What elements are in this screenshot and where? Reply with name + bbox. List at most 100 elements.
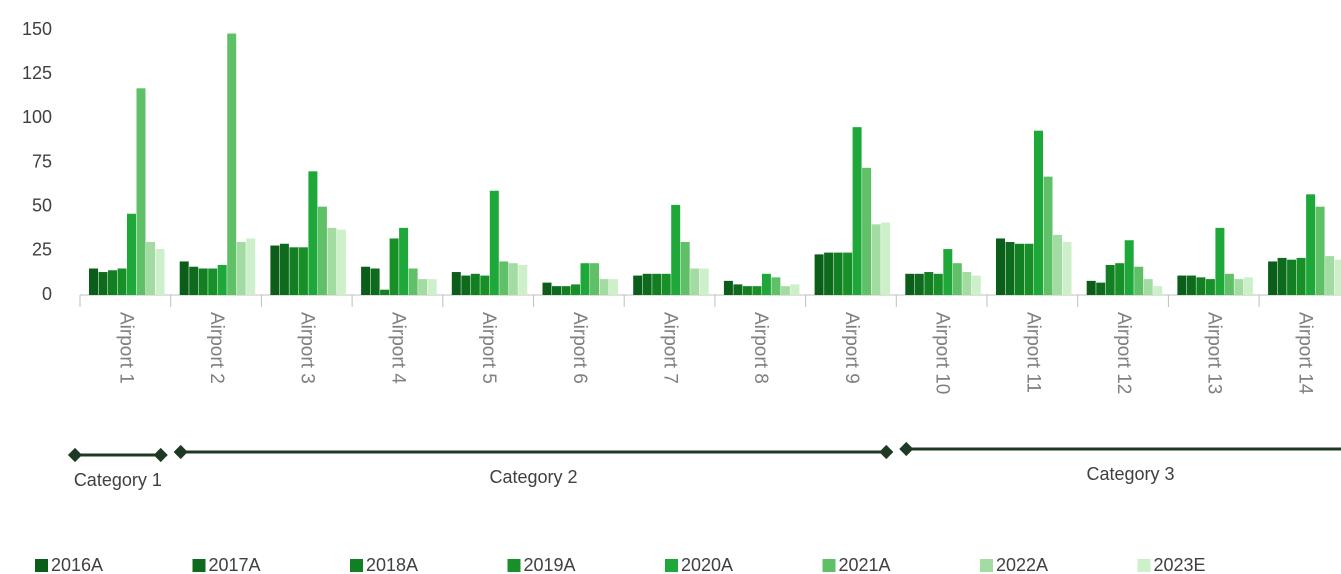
bar [580, 263, 590, 295]
bar [561, 286, 571, 295]
x-tick-label: Airport 4 [387, 312, 408, 384]
x-tick-label: Airport 14 [1294, 312, 1315, 395]
bar [461, 275, 471, 295]
bar [1153, 286, 1163, 295]
bar [227, 33, 237, 296]
bar [1005, 242, 1015, 295]
bar [279, 243, 289, 295]
bar [418, 279, 428, 295]
bar [552, 286, 561, 295]
bracket-end [173, 444, 188, 460]
bar [1334, 259, 1341, 295]
bar [1024, 243, 1034, 295]
bar [1043, 176, 1053, 295]
legend-swatch [192, 559, 206, 572]
bar [508, 263, 518, 295]
bar [790, 284, 800, 295]
bar [843, 252, 853, 295]
bar [127, 213, 136, 295]
x-tick-label: Airport 11 [1022, 312, 1043, 393]
bar [489, 190, 499, 295]
bar [1224, 273, 1234, 295]
category-label: Category 3 [1087, 464, 1175, 484]
bar [198, 268, 208, 295]
bar [1115, 263, 1125, 295]
bar [1105, 264, 1115, 295]
bar [590, 263, 599, 295]
bar [962, 272, 972, 295]
legend-swatch [980, 559, 993, 572]
bar [1277, 257, 1287, 295]
bar [208, 268, 218, 295]
bar [399, 227, 409, 295]
bar [1034, 130, 1043, 295]
bar [824, 252, 834, 295]
bar [1086, 280, 1096, 295]
bar [1315, 206, 1325, 295]
bar [924, 272, 934, 295]
bar [499, 261, 509, 295]
bar [327, 227, 337, 295]
y-tick-label: 125 [22, 63, 52, 83]
bar [642, 273, 652, 295]
legend-swatch [350, 559, 363, 572]
bar [518, 264, 528, 295]
bar [733, 284, 743, 295]
bar [246, 238, 256, 295]
legend-label: 2018A [366, 555, 418, 574]
bar [571, 284, 580, 295]
bar [289, 247, 299, 295]
bar [408, 268, 418, 295]
x-tick-label: Airport 9 [841, 312, 862, 384]
legend-label: 2022A [996, 555, 1048, 574]
bar [542, 282, 552, 295]
bar [1143, 279, 1153, 295]
bar [943, 249, 953, 295]
bar [661, 273, 671, 295]
bar [1325, 256, 1335, 295]
bar [336, 229, 346, 295]
bar [470, 273, 480, 295]
y-tick-label: 150 [22, 19, 52, 39]
bar [270, 245, 280, 295]
legend-label: 2021A [839, 555, 891, 574]
bar [361, 266, 371, 295]
legend-label: 2020A [681, 555, 733, 574]
bar [771, 277, 781, 295]
bar [742, 286, 752, 295]
bar [952, 263, 962, 295]
category-label: Category 1 [74, 470, 162, 490]
bar [1296, 257, 1306, 295]
bar [1268, 261, 1278, 295]
bar [89, 268, 98, 295]
bar [1124, 240, 1134, 295]
bar [1186, 275, 1196, 295]
bar [155, 249, 165, 295]
bar [317, 206, 327, 295]
bar [852, 127, 862, 296]
x-tick-label: Airport 8 [750, 312, 771, 384]
bar [1134, 266, 1144, 295]
bar [189, 266, 199, 295]
bar [236, 242, 246, 295]
bar [761, 273, 771, 295]
x-tick-label: Airport 3 [297, 312, 318, 384]
bar [1177, 275, 1187, 295]
category-label: Category 2 [489, 467, 577, 487]
bar [1306, 194, 1316, 295]
bar [1205, 279, 1215, 295]
bar [136, 88, 146, 295]
bar [752, 286, 762, 295]
bar [971, 275, 981, 295]
x-tick-label: Airport 12 [1113, 312, 1134, 394]
bar [308, 171, 318, 295]
y-tick-label: 50 [32, 195, 52, 215]
legend-label: 2023E [1154, 555, 1206, 574]
legend-swatch [1137, 559, 1151, 572]
bar [914, 273, 924, 295]
legend-label: 2019A [524, 555, 576, 574]
bar [217, 264, 227, 295]
bar [814, 254, 824, 295]
bar [780, 286, 790, 295]
